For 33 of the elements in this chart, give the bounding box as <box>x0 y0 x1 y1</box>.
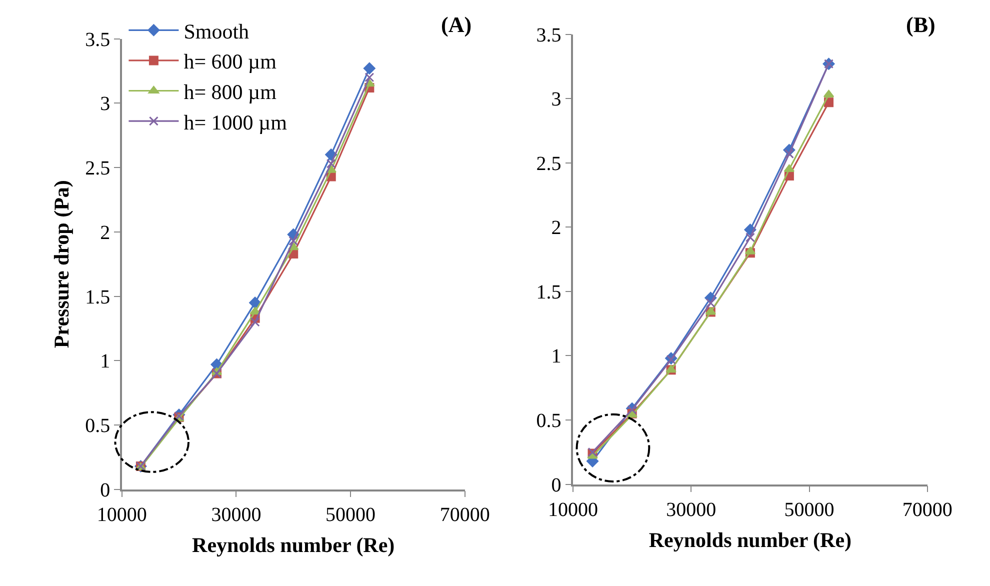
y-axis-title: Pressure drop (Pa) <box>50 180 74 348</box>
legend-label: h= 800 µm <box>184 80 276 104</box>
y-tick-label: 1.5 <box>536 281 562 304</box>
legend-label: h= 1000 µm <box>184 110 287 134</box>
x-tick-label: 50000 <box>326 504 376 526</box>
x-tick-label: 50000 <box>784 499 834 522</box>
legend-label: h= 600 µm <box>184 50 276 74</box>
x-tick-label: 30000 <box>211 504 262 526</box>
y-tick-label: 0 <box>551 474 562 496</box>
y-tick-label: 3.5 <box>536 24 562 46</box>
y-tick-label: 2.5 <box>536 152 562 175</box>
y-tick-label: 3 <box>551 88 562 111</box>
annotation: (B) <box>906 12 936 37</box>
x-tick-label: 70000 <box>440 504 490 526</box>
text: (A) <box>441 12 472 37</box>
legend-label: Smooth <box>184 19 250 44</box>
y-tick-label: 2.5 <box>85 158 110 180</box>
y-tick-label: 0 <box>100 479 110 502</box>
y-tick-label: 2 <box>100 222 110 244</box>
y-tick-label: 1 <box>100 350 110 373</box>
x-axis-title: Reynolds number (Re) <box>648 528 852 552</box>
x-tick-label: 30000 <box>666 499 716 522</box>
y-tick-label: 1 <box>551 346 562 368</box>
x-tick-label: 10000 <box>548 499 598 522</box>
x-tick-label: 70000 <box>902 499 952 522</box>
y-tick-label: 0.5 <box>536 410 562 432</box>
y-tick-label: 3 <box>100 93 110 116</box>
x-axis-title: Reynolds number (Re) <box>192 532 395 557</box>
y-tick-label: 0.5 <box>85 415 110 438</box>
y-tick-label: 1.5 <box>85 286 110 308</box>
y-tick-label: 2 <box>551 217 562 240</box>
x-tick-label: 10000 <box>96 504 147 526</box>
y-tick-label: 3.5 <box>85 28 110 51</box>
